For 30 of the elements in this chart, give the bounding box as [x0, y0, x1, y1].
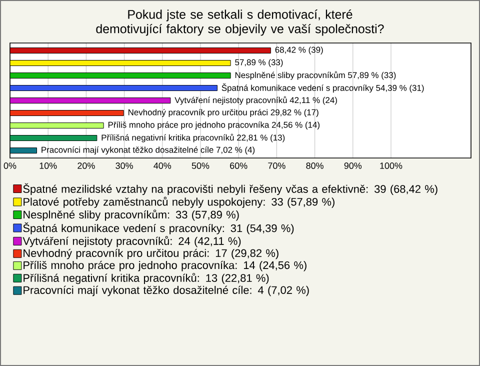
- x-tick-label: 100%: [380, 162, 402, 169]
- x-tick-label: 40%: [154, 162, 172, 169]
- x-tick-label: 90%: [344, 162, 362, 169]
- data-label: Příliš mnoho práce pro jednoho pracovníka 24,56 % (14): [108, 122, 320, 130]
- legend-label: Nesplněné sliby pracovníkům: 33 (57,89 %): [24, 210, 239, 221]
- chart-title: Pokud jste se setkali s demotivací, které demotivující faktory se objevily ve vaší společnosti?: [96, 10, 384, 36]
- data-label: 68,42 % (39): [275, 46, 323, 54]
- x-tick-label: 50%: [192, 162, 210, 169]
- legend-label: Pracovníci mají vykonat těžko dosažitelné cíle: 4 (7,02 %): [24, 286, 309, 296]
- x-tick-label: 70%: [268, 162, 286, 169]
- x-tick-label: 60%: [230, 162, 248, 169]
- data-label: 57,89 % (33): [235, 59, 283, 67]
- x-tick-label: 30%: [116, 162, 133, 169]
- legend-label: Platové potřeby zaměstnanců nebyly uspokojeny: 33 (57,89 %): [24, 196, 334, 208]
- legend-label: Špatné mezilidské vztahy na pracovišti nebyli řešeny včas a efektivně: 39 (68,42 %): [23, 183, 438, 196]
- data-label: Špatná komunikace vedení s pracovníky 54,39 % (31): [222, 83, 424, 93]
- data-label: Vytváření nejistoty pracovníků 42,11 % (24): [174, 96, 337, 105]
- data-label: Nesplněné sliby pracovníkům 57,89 % (33): [235, 71, 396, 80]
- legend-label: Příliš mnoho práce pro jednoho pracovníka: 14 (24,56 %): [24, 260, 306, 272]
- x-tick-label: 80%: [306, 162, 324, 169]
- x-tick-label: 20%: [78, 162, 95, 169]
- data-label: Přílišná negativní kritika pracovníků 22,81 % (13): [102, 134, 285, 142]
- data-label: Pracovníci mají vykonat těžko dosažitelné cíle 7,02 % (4): [42, 146, 255, 154]
- data-label: Nevhodný pracovník pro určitou práci 29,82 % (17): [128, 109, 318, 117]
- x-tick-label: 0%: [4, 162, 16, 169]
- legend-label: Špatná komunikace vedení s pracovníky: 31 (54,39 %): [23, 222, 294, 234]
- legend-label: Nevhodný pracovník pro určitou práci: 17 (29,82 %): [24, 248, 278, 260]
- legend-label: Vytváření nejistoty pracovníků: 24 (42,11 %): [22, 236, 241, 248]
- legend-label: Přílišná negativní kritika pracovníků: 13 (22,81 %): [24, 272, 269, 284]
- x-tick-label: 10%: [40, 162, 57, 169]
